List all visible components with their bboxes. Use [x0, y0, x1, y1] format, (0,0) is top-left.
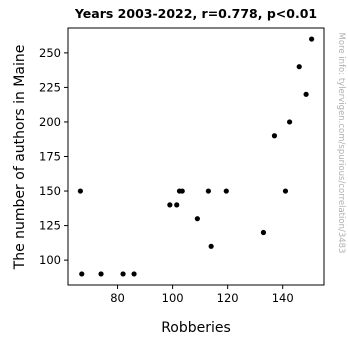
y-axis: 100 125 150 175 200 225 250 [39, 46, 68, 267]
data-point [98, 271, 103, 276]
data-point [283, 188, 288, 193]
x-tick-label: 100 [162, 291, 184, 305]
y-tick-label: 125 [39, 219, 61, 233]
data-point [272, 133, 277, 138]
data-point [287, 119, 292, 124]
y-tick-label: 100 [39, 253, 61, 267]
x-tick-label: 80 [110, 291, 125, 305]
y-tick-label: 250 [39, 46, 61, 60]
data-point [209, 244, 214, 249]
y-axis-label: The number of authors in Maine [12, 45, 28, 271]
chart-title: Years 2003-2022, r=0.778, p<0.01 [74, 6, 317, 21]
data-point [79, 271, 84, 276]
source-note: More info: tylervigen.com/spurious/corre… [336, 33, 346, 254]
y-tick-label: 225 [39, 80, 61, 94]
x-axis-label: Robberies [161, 320, 231, 336]
data-points [78, 36, 314, 276]
data-point [309, 36, 314, 41]
y-tick-label: 200 [39, 115, 61, 129]
x-tick-label: 120 [217, 291, 239, 305]
x-tick-label: 140 [272, 291, 294, 305]
data-point [78, 188, 83, 193]
data-point [261, 230, 266, 235]
data-point [195, 216, 200, 221]
data-point [131, 271, 136, 276]
data-point [180, 188, 185, 193]
x-axis: 80 100 120 140 [110, 285, 293, 305]
data-point [304, 92, 309, 97]
data-point [224, 188, 229, 193]
data-point [297, 64, 302, 69]
y-tick-label: 150 [39, 184, 61, 198]
data-point [120, 271, 125, 276]
data-point [167, 202, 172, 207]
y-tick-label: 175 [39, 150, 61, 164]
plot-frame [68, 28, 324, 285]
data-point [206, 188, 211, 193]
data-point [174, 202, 179, 207]
